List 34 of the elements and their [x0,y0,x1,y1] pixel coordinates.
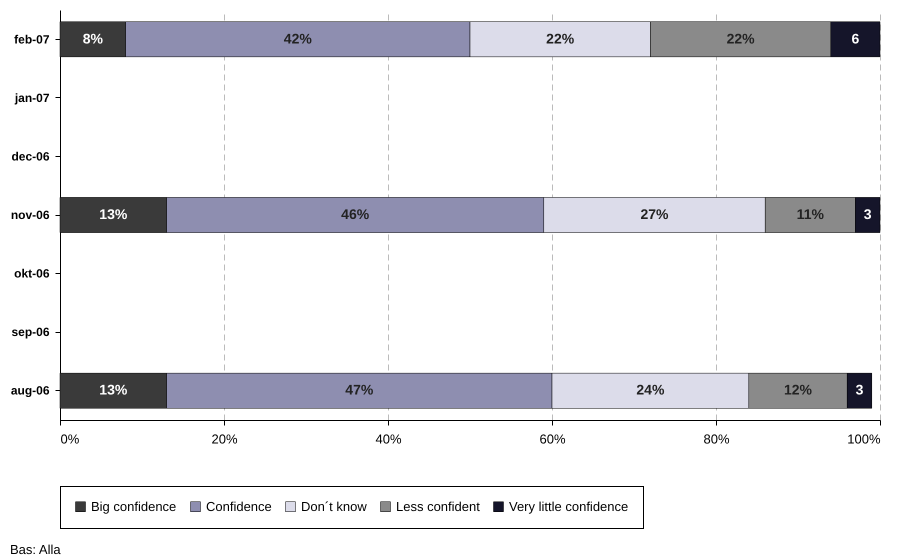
y-tick-label: jan-07 [14,90,50,105]
legend-label: Very little confidence [509,498,628,514]
data-label: 3 [856,382,864,398]
data-label: 22% [726,30,756,46]
data-label: 47% [345,382,374,398]
data-label: 42% [284,30,312,46]
x-tick-label: 0% [60,432,80,446]
x-tick-label: 80% [703,432,730,446]
data-label: 22% [546,30,575,46]
x-tick-label: 40% [375,432,402,446]
data-label: 6 [852,30,860,46]
x-tick-label: 60% [539,432,566,446]
data-label: 13% [99,382,128,398]
data-label: 8% [82,30,104,46]
y-tick-label: dec-06 [11,149,50,164]
data-label: 13% [99,206,128,222]
data-label: 46% [341,206,370,222]
y-tick-label: nov-06 [10,208,50,222]
data-label: 12% [784,382,813,398]
legend-label: Confidence [206,498,272,514]
data-label: 27% [640,206,670,222]
x-tick-label: 100% [847,432,881,446]
legend-label: Less confident [396,498,480,514]
data-label: 3 [864,206,872,222]
y-tick-label: aug-06 [10,384,50,398]
data-label: 24% [636,382,665,398]
text: Bas: Alla [10,542,62,557]
legend-label: Don´t know [301,498,368,514]
y-tick-label: okt-06 [14,266,50,281]
data-label: 11% [796,206,824,222]
x-tick-label: 20% [211,432,238,446]
y-tick-label: sep-06 [11,325,50,340]
y-tick-label: feb-07 [14,32,50,46]
legend-label: Big confidence [91,498,176,514]
